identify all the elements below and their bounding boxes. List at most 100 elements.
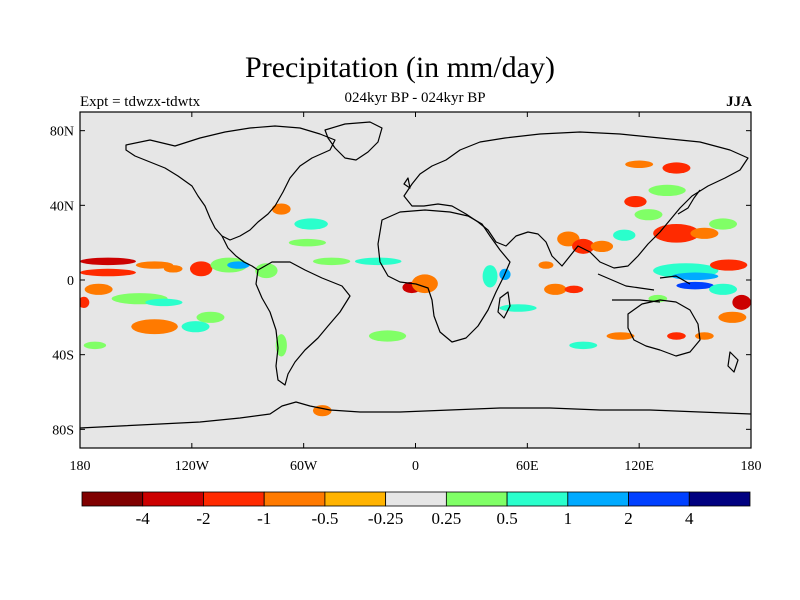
x-tick-label: 180 — [741, 459, 762, 474]
anomaly-region — [590, 240, 614, 252]
colorbar-swatch — [142, 491, 204, 507]
anomaly-regions — [80, 160, 751, 417]
colorbar-swatch — [385, 491, 447, 507]
colorbar-swatch — [445, 491, 508, 507]
y-tick-label: 40N — [50, 199, 74, 214]
y-tick-label: 0 — [67, 274, 74, 289]
colorbar-swatch — [263, 491, 326, 507]
colorbar-label: -0.5 — [311, 509, 338, 528]
anomaly-region — [732, 294, 751, 310]
colorbar-label: -4 — [136, 509, 151, 528]
anomaly-region — [695, 332, 714, 340]
coastline-japan — [677, 189, 701, 215]
colorbar-label: 4 — [685, 509, 694, 528]
anomaly-region — [690, 227, 719, 239]
colorbar-swatch — [203, 491, 265, 507]
colorbar-label: 0.25 — [431, 509, 461, 528]
anomaly-region — [411, 274, 438, 294]
coastline-australia — [627, 299, 701, 357]
coastline-central-america — [221, 235, 259, 271]
anomaly-region — [625, 160, 654, 168]
anomaly-region — [662, 162, 691, 174]
experiment-label: Expt = tdwzx-tdwtx — [80, 94, 201, 110]
colorbar-label: -2 — [196, 509, 210, 528]
anomaly-region — [544, 283, 567, 295]
anomaly-region — [718, 311, 747, 323]
anomaly-region — [227, 261, 250, 269]
colorbar-label: 0.5 — [496, 509, 517, 528]
colorbar-label: -0.25 — [368, 509, 403, 528]
anomaly-region — [538, 261, 554, 269]
anomaly-region — [80, 296, 90, 308]
anomaly-region — [613, 229, 636, 241]
anomaly-region — [624, 196, 647, 208]
anomaly-region — [145, 298, 183, 307]
colorbar-swatch — [688, 491, 751, 507]
anomaly-region — [368, 330, 407, 342]
x-tick-label: 60E — [516, 459, 539, 474]
anomaly-region — [80, 257, 136, 266]
anomaly-region — [189, 261, 213, 277]
anomaly-region — [634, 209, 663, 221]
anomaly-region — [499, 304, 537, 312]
anomaly-region — [275, 334, 287, 357]
x-tick-label: 180 — [70, 459, 91, 474]
anomaly-region — [482, 265, 498, 288]
coastline-madagascar — [497, 291, 511, 319]
anomaly-region — [569, 341, 598, 350]
anomaly-region — [653, 224, 700, 243]
coastline-british-isles — [403, 177, 411, 189]
colorbar-label: 1 — [564, 509, 573, 528]
anomaly-region — [80, 268, 136, 277]
coastline-eurasia — [403, 131, 749, 269]
anomaly-region — [671, 272, 719, 280]
anomaly-region — [271, 203, 291, 215]
map-axes: 180 120W 60W 0 60E 120E 180 80N 40N 0 40S 80S — [50, 112, 762, 474]
coastline-new-zealand — [727, 351, 739, 373]
colorbar-swatch — [567, 491, 629, 507]
anomaly-region — [709, 283, 738, 295]
season-label: JJA — [726, 94, 752, 110]
colorbar: -4 -2 -1 -0.5 -0.25 0.25 0.5 1 2 4 — [81, 491, 751, 528]
anomaly-region — [354, 257, 402, 266]
coastline-antarctica — [80, 401, 751, 429]
anomaly-region — [83, 341, 107, 350]
colorbar-swatch — [81, 491, 144, 507]
colorbar-label: 2 — [624, 509, 633, 528]
coastline-greenland — [324, 121, 383, 161]
anomaly-region — [709, 218, 738, 230]
x-tick-label: 120W — [175, 459, 210, 474]
anomaly-region — [572, 238, 595, 254]
chart-subtitle: 024kyr BP - 024kyr BP — [344, 90, 486, 106]
anomaly-region — [196, 311, 225, 323]
anomaly-region — [84, 283, 113, 295]
colorbar-swatch — [628, 491, 690, 507]
y-tick-label: 80S — [52, 423, 74, 438]
anomaly-region — [294, 218, 328, 230]
colorbar-label: -1 — [257, 509, 271, 528]
anomaly-region — [676, 281, 714, 290]
anomaly-region — [648, 184, 686, 196]
anomaly-region — [312, 257, 351, 266]
coastlines — [80, 121, 751, 429]
anomaly-region — [709, 259, 748, 271]
y-tick-label: 40S — [52, 349, 74, 364]
colorbar-swatch — [506, 491, 569, 507]
x-tick-label: 0 — [412, 459, 419, 474]
x-tick-label: 120E — [624, 459, 654, 474]
x-tick-label: 60W — [290, 459, 318, 474]
chart-title: Precipitation (in mm/day) — [245, 51, 555, 84]
y-tick-label: 80N — [50, 125, 74, 140]
coastline-south-america — [255, 261, 351, 386]
anomaly-region — [163, 265, 183, 273]
colorbar-swatch — [324, 491, 387, 507]
anomaly-region — [288, 238, 327, 247]
anomaly-region — [606, 332, 635, 340]
coastline-north-america — [125, 125, 336, 241]
anomaly-region — [131, 319, 178, 335]
anomaly-region — [255, 263, 278, 279]
anomaly-region — [564, 285, 584, 294]
anomaly-region — [667, 332, 686, 340]
anomaly-region — [135, 261, 174, 269]
